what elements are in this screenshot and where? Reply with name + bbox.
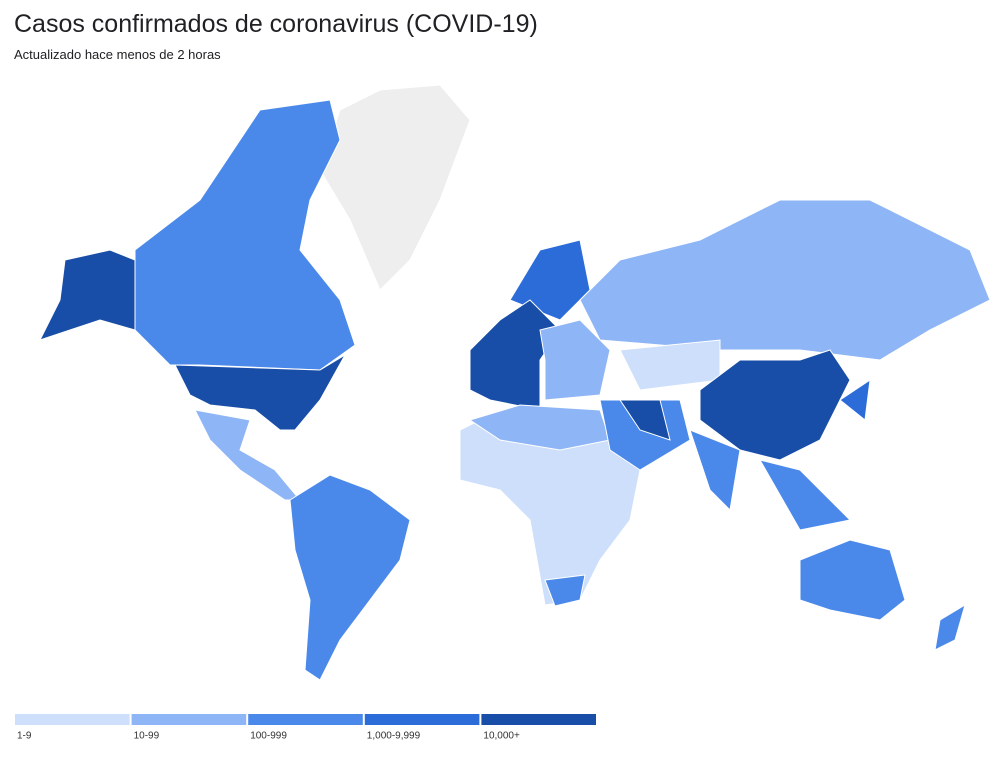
india <box>689 429 741 512</box>
subtitle: Actualizado hace menos de 2 horas <box>14 47 221 62</box>
australia <box>799 539 906 621</box>
legend-label: 100-999 <box>250 731 287 742</box>
legend-swatch <box>131 714 247 725</box>
alaska <box>39 249 136 341</box>
legend-swatch <box>15 714 130 725</box>
canada <box>134 99 356 371</box>
legend-label: 10,000+ <box>483 731 520 742</box>
japan <box>839 378 871 421</box>
legend-swatch <box>481 714 596 725</box>
southeast-asia <box>758 459 852 531</box>
russia <box>579 199 991 361</box>
iran <box>619 399 671 441</box>
legend-swatch <box>248 714 363 725</box>
legend-label: 10-99 <box>134 731 160 742</box>
countries <box>39 84 991 681</box>
title: Casos confirmados de coronavirus (COVID-… <box>14 10 538 38</box>
kazakhstan <box>619 339 721 391</box>
legend-label: 1-9 <box>17 731 32 742</box>
south-africa <box>544 574 586 607</box>
china <box>699 349 851 461</box>
europe <box>469 299 561 411</box>
usa <box>174 353 347 431</box>
greenland <box>319 84 471 291</box>
new-zealand <box>934 603 966 651</box>
legend-label: 1,000-9,999 <box>367 731 421 742</box>
south-america <box>289 474 411 681</box>
eastern-europe <box>539 319 611 401</box>
legend: 1-9 10-99 100-999 1,000-9,999 10,000+ <box>15 714 596 742</box>
legend-swatch <box>364 714 480 725</box>
middle-east <box>599 399 691 471</box>
